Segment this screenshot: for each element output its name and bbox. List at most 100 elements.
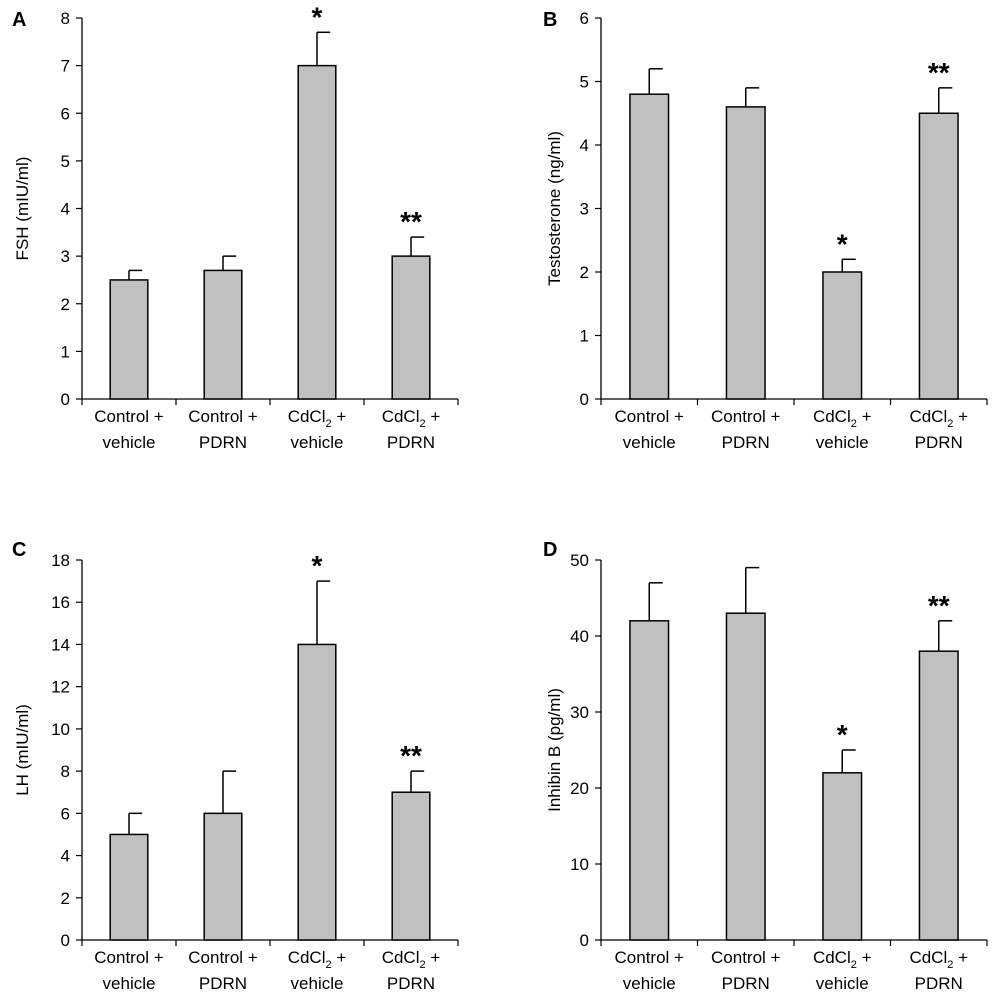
panel-letter: D	[543, 539, 557, 561]
category-text: CdCl	[288, 948, 326, 967]
x-category-label-line2: vehicle	[816, 433, 869, 452]
category-subscript: 2	[947, 418, 953, 430]
x-category-label-line1: CdCl2 +	[909, 407, 968, 430]
y-tick-label: 0	[61, 931, 70, 950]
x-category-label-line1: Control +	[188, 407, 258, 426]
x-category-label-line1: CdCl2 +	[813, 407, 872, 430]
y-tick-label: 3	[61, 247, 70, 266]
significance-mark: *	[312, 550, 323, 581]
y-tick-label: 4	[61, 847, 70, 866]
significance-mark: *	[837, 719, 848, 750]
y-tick-label: 6	[61, 804, 70, 823]
x-category-label-line1: Control +	[94, 948, 164, 967]
y-tick-label: 30	[570, 703, 589, 722]
bar	[297, 64, 337, 400]
category-text: Control +	[94, 407, 164, 426]
x-category-label-line1: Control +	[711, 407, 781, 426]
category-text: Control +	[615, 948, 685, 967]
category-subscript: 2	[851, 418, 857, 430]
category-text: CdCl	[288, 407, 326, 426]
y-tick-label: 5	[580, 73, 589, 92]
x-category-label-line2: vehicle	[103, 433, 156, 452]
x-category-label-line2: PDRN	[722, 433, 770, 452]
bar	[203, 812, 243, 941]
x-category-label-line1: CdCl2 +	[288, 948, 347, 971]
bar	[918, 650, 959, 941]
x-category-label-line2: PDRN	[722, 974, 770, 993]
bar	[629, 620, 670, 941]
x-category-label-line2: vehicle	[816, 974, 869, 993]
x-category-label-line1: CdCl2 +	[288, 407, 347, 430]
x-category-label-line1: Control +	[711, 948, 781, 967]
y-axis-title: LH (mIU/ml)	[13, 704, 32, 796]
y-tick-label: 12	[51, 678, 70, 697]
category-subscript: 2	[947, 959, 953, 971]
category-text: CdCl	[813, 407, 851, 426]
category-text: CdCl	[382, 948, 420, 967]
category-text-after: +	[953, 948, 968, 967]
category-text: Control +	[188, 948, 258, 967]
category-text-after: +	[426, 407, 441, 426]
y-tick-label: 4	[580, 136, 589, 155]
bar	[203, 269, 243, 400]
y-tick-label: 1	[580, 327, 589, 346]
panel-letter: B	[543, 9, 557, 31]
x-category-label-line1: CdCl2 +	[382, 407, 441, 430]
significance-mark: *	[312, 1, 323, 32]
category-text-after: +	[857, 407, 872, 426]
category-text: Control +	[711, 407, 781, 426]
y-tick-label: 8	[61, 9, 70, 28]
category-text-after: +	[953, 407, 968, 426]
significance-mark: **	[400, 740, 422, 771]
y-tick-label: 50	[570, 551, 589, 570]
category-text: Control +	[94, 948, 164, 967]
x-category-label-line2: PDRN	[387, 433, 435, 452]
bar	[725, 612, 766, 941]
y-tick-label: 0	[580, 390, 589, 409]
x-category-label-line1: Control +	[188, 948, 258, 967]
bar	[109, 279, 149, 400]
category-text: Control +	[711, 948, 781, 967]
y-tick-label: 4	[61, 200, 70, 219]
category-subscript: 2	[851, 959, 857, 971]
x-category-label-line1: CdCl2 +	[909, 948, 968, 971]
x-category-label-line2: vehicle	[291, 974, 344, 993]
panel-d: D Inhibin B (pg/ml) 0 10 20 30 40 50 Control + ve…	[543, 539, 988, 993]
y-tick-label: 2	[580, 263, 589, 282]
x-category-label-line1: CdCl2 +	[813, 948, 872, 971]
category-text: Control +	[188, 407, 258, 426]
category-subscript: 2	[420, 418, 426, 430]
category-subscript: 2	[326, 959, 332, 971]
category-text: CdCl	[813, 948, 851, 967]
panel-c: C LH (mIU/ml) 0 2 4 6 8 10 12 14 16 18 Control + vehi…	[12, 539, 459, 993]
x-category-label-line1: CdCl2 +	[382, 948, 441, 971]
bar	[391, 255, 431, 400]
bar	[391, 791, 431, 941]
y-tick-label: 40	[570, 627, 589, 646]
category-text: Control +	[615, 407, 685, 426]
significance-mark: *	[837, 228, 848, 259]
category-text-after: +	[332, 407, 347, 426]
y-tick-label: 3	[580, 200, 589, 219]
y-axis-title: Inhibin B (pg/ml)	[545, 688, 564, 812]
y-tick-label: 10	[51, 720, 70, 739]
y-tick-label: 2	[61, 295, 70, 314]
bar	[822, 772, 863, 941]
y-tick-label: 8	[61, 762, 70, 781]
y-tick-label: 1	[61, 342, 70, 361]
x-category-label-line2: vehicle	[103, 974, 156, 993]
category-subscript: 2	[326, 418, 332, 430]
category-text: CdCl	[382, 407, 420, 426]
y-tick-label: 7	[61, 57, 70, 76]
panel-a: A FSH (mIU/ml) 0 1 2 3 4 5 6 7 8 Control + vehicle Co…	[12, 1, 459, 452]
bar	[629, 93, 670, 400]
significance-mark: **	[400, 206, 422, 237]
significance-mark: **	[928, 590, 950, 621]
x-category-label-line2: vehicle	[623, 974, 676, 993]
panel-letter: C	[12, 539, 26, 561]
significance-mark: **	[928, 57, 950, 88]
y-tick-label: 14	[51, 635, 70, 654]
y-tick-label: 16	[51, 593, 70, 612]
x-category-label-line2: PDRN	[915, 974, 963, 993]
x-category-label-line2: PDRN	[915, 433, 963, 452]
